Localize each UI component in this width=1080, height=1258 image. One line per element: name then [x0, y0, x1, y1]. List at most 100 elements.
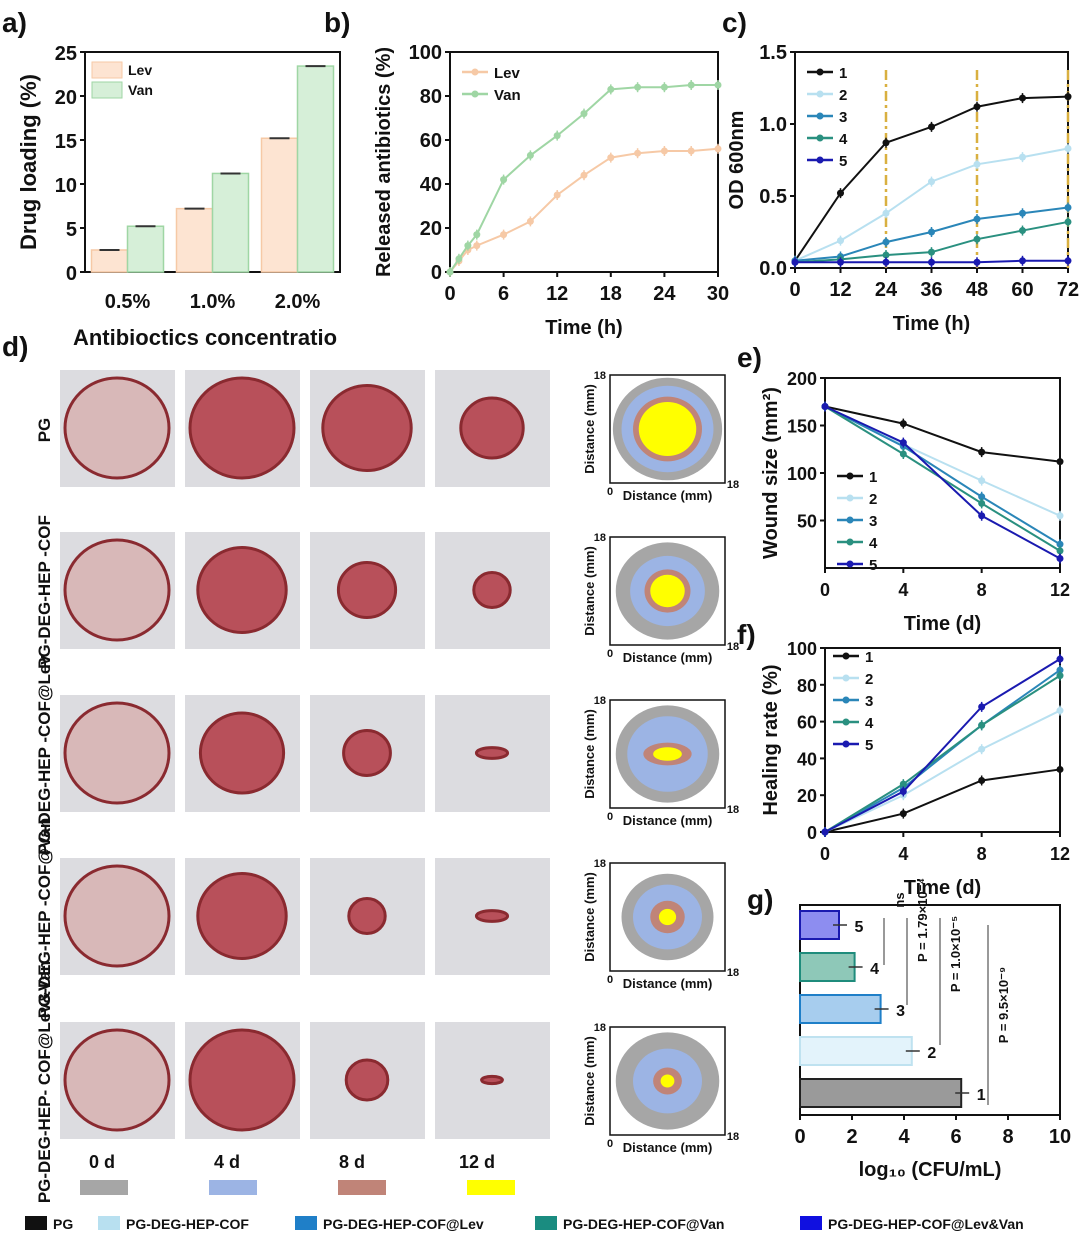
x-axis-label: log₁₀ (CFU/mL): [859, 1159, 1002, 1181]
bar-5: [799, 910, 840, 940]
panel-label: f): [737, 619, 756, 650]
x-tick-label: 24: [653, 283, 676, 305]
series-line-2: [794, 147, 1069, 262]
plot-frame: [449, 51, 719, 273]
data-point: [978, 703, 986, 711]
legend-marker: [471, 90, 479, 98]
legend-marker: [816, 156, 824, 164]
legend-swatch: [535, 1216, 557, 1230]
data-point: [1056, 765, 1064, 773]
series-line-1: [824, 768, 1061, 833]
data-point: [634, 149, 642, 157]
data-point: [1019, 257, 1026, 265]
data-point: [634, 83, 642, 91]
x-axis-label: Antibioctics concentratio: [73, 325, 337, 350]
healing-contour-3: [638, 402, 697, 456]
data-point: [687, 81, 695, 89]
data-point: [1056, 458, 1064, 466]
data-point: [464, 242, 472, 250]
data-point: [473, 231, 481, 239]
series-line-3: [824, 405, 1061, 546]
legend-swatch: [25, 1216, 47, 1230]
map-y-label: Distance (mm): [582, 546, 597, 636]
y-tick-label: 60: [797, 713, 817, 733]
y-tick-label: 60: [420, 130, 442, 152]
series-line-2: [824, 709, 1061, 833]
wound-area: [198, 711, 286, 795]
data-point: [1019, 227, 1026, 235]
y-tick-label: 0.5: [759, 186, 787, 208]
legend-label: PG-DEG-HEP-COF: [126, 1216, 249, 1232]
data-point: [1019, 94, 1026, 102]
healing-contour-3: [650, 574, 685, 608]
bar-2: [799, 1036, 913, 1066]
legend-label: 4: [869, 535, 878, 552]
x-tick-label: 4: [898, 1126, 910, 1148]
bar-Van: [211, 172, 250, 273]
bar-4: [799, 952, 856, 982]
data-point: [1056, 672, 1064, 680]
data-point: [978, 477, 986, 485]
data-point: [580, 171, 588, 179]
wound-area: [63, 538, 171, 642]
x-tick-label: 0: [444, 283, 455, 305]
data-point: [978, 499, 986, 507]
x-tick-label: 30: [707, 283, 729, 305]
legend-label: 2: [869, 491, 877, 508]
legend-label: 1: [869, 469, 877, 486]
x-axis-label: Time (d): [904, 613, 981, 635]
data-point: [837, 189, 844, 197]
data-point: [928, 248, 935, 256]
x-tick-label: 18: [600, 283, 622, 305]
data-point: [1056, 547, 1064, 555]
series-line-3: [824, 669, 1061, 833]
y-tick-label: 100: [787, 464, 817, 484]
bar-Lev: [175, 207, 214, 273]
legend-marker: [846, 560, 854, 568]
significance-label: ns: [892, 892, 907, 907]
data-point: [1056, 655, 1064, 663]
legend-marker: [816, 90, 824, 98]
wound-area: [321, 384, 413, 472]
bar-1: [799, 1078, 963, 1108]
y-tick-label: 0: [431, 262, 442, 284]
x-tick-label: 10: [1049, 1126, 1071, 1148]
map-tick: 18: [594, 695, 606, 707]
data-point: [973, 235, 981, 243]
row-label: PG-DEG-HEP- COF@Lev&Van: [35, 961, 54, 1203]
legend-marker: [846, 472, 854, 480]
data-point: [928, 123, 935, 131]
day-color-swatch: [338, 1180, 386, 1195]
x-tick-label: 60: [1011, 279, 1033, 301]
y-tick-label: 100: [787, 639, 817, 659]
day-label: 8 d: [339, 1152, 365, 1172]
bar-Van: [296, 65, 335, 273]
x-tick-label: 6: [950, 1126, 961, 1148]
healing-contour-3: [660, 1074, 675, 1088]
y-tick-label: 25: [55, 43, 77, 65]
legend-marker: [846, 516, 854, 524]
wound-area: [63, 701, 171, 805]
y-tick-label: 1.5: [759, 42, 787, 64]
x-tick-label: 12: [1050, 580, 1070, 600]
legend-swatch: [800, 1216, 822, 1230]
map-tick: 18: [594, 532, 606, 544]
y-axis-label: Drug loading (%): [16, 74, 41, 250]
panel-label: b): [324, 7, 350, 38]
panel-label: d): [2, 331, 28, 362]
legend-marker: [471, 68, 479, 76]
legend-label: Lev: [494, 65, 521, 82]
map-tick: 18: [594, 1022, 606, 1034]
y-axis-label: Released antibiotics (%): [373, 47, 395, 277]
legend-swatch: [91, 61, 123, 79]
x-tick-label: 24: [875, 279, 898, 301]
map-tick: 0: [607, 486, 613, 498]
series-line-Lev: [449, 147, 719, 273]
data-point: [1056, 540, 1064, 548]
panel-label: e): [737, 342, 762, 373]
panel-label: c): [722, 7, 747, 38]
healing-contour-3: [653, 747, 682, 761]
data-point: [821, 828, 829, 836]
significance-label: P = 1.79×10⁻⁴: [915, 878, 930, 962]
y-tick-label: 1.0: [759, 114, 787, 136]
